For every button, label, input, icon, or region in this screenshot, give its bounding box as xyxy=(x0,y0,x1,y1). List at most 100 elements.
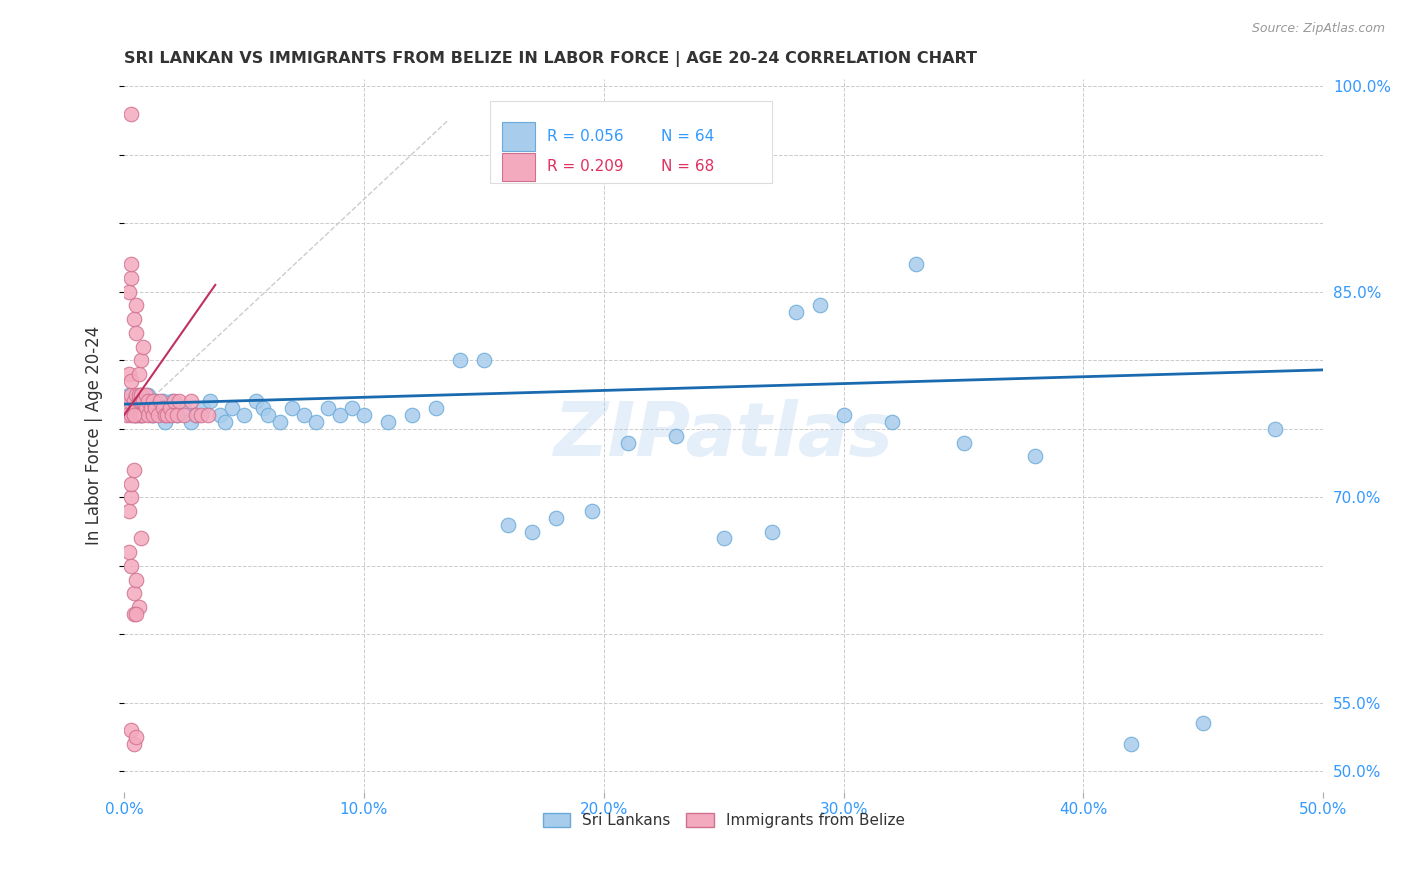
Point xyxy=(159,401,181,416)
Point xyxy=(160,394,183,409)
Point xyxy=(214,415,236,429)
Point xyxy=(120,476,142,491)
Point xyxy=(139,408,162,422)
Point xyxy=(125,408,148,422)
Point xyxy=(152,394,174,409)
Point xyxy=(139,401,162,416)
Point xyxy=(281,401,304,416)
Point xyxy=(135,401,157,416)
Point xyxy=(122,394,145,409)
Point xyxy=(449,353,471,368)
Point xyxy=(129,408,152,422)
Point xyxy=(122,312,145,326)
Point xyxy=(128,367,150,381)
Point xyxy=(120,491,142,505)
Point xyxy=(120,558,142,573)
Point xyxy=(118,545,141,559)
Point xyxy=(163,394,186,409)
Point xyxy=(377,415,399,429)
Point xyxy=(135,401,157,416)
Text: N = 68: N = 68 xyxy=(661,160,714,175)
Text: SRI LANKAN VS IMMIGRANTS FROM BELIZE IN LABOR FORCE | AGE 20-24 CORRELATION CHAR: SRI LANKAN VS IMMIGRANTS FROM BELIZE IN … xyxy=(124,51,977,67)
Point xyxy=(146,401,169,416)
Point xyxy=(166,408,188,422)
Point xyxy=(128,394,150,409)
Point xyxy=(118,387,141,401)
Point xyxy=(128,394,150,409)
Point xyxy=(120,374,142,388)
Point xyxy=(197,408,219,422)
Point xyxy=(132,394,155,409)
Point xyxy=(496,517,519,532)
Point xyxy=(129,394,152,409)
Point xyxy=(880,415,903,429)
Point xyxy=(120,394,142,409)
FancyBboxPatch shape xyxy=(502,153,536,181)
Point xyxy=(115,408,138,422)
Point xyxy=(129,408,152,422)
Point xyxy=(808,298,831,312)
Point xyxy=(832,408,855,422)
Point xyxy=(180,415,202,429)
Point xyxy=(125,401,148,416)
Y-axis label: In Labor Force | Age 20-24: In Labor Force | Age 20-24 xyxy=(86,326,103,545)
Point xyxy=(616,435,638,450)
Point xyxy=(122,607,145,621)
Point xyxy=(125,730,148,744)
Point xyxy=(425,401,447,416)
Point xyxy=(305,415,328,429)
Point xyxy=(245,394,267,409)
Point xyxy=(129,353,152,368)
Point xyxy=(136,408,159,422)
Point xyxy=(136,387,159,401)
Point xyxy=(520,524,543,539)
Point xyxy=(269,415,291,429)
Legend: Sri Lankans, Immigrants from Belize: Sri Lankans, Immigrants from Belize xyxy=(537,806,911,834)
Point xyxy=(125,387,148,401)
Point xyxy=(184,408,207,422)
Point xyxy=(120,408,142,422)
Point xyxy=(132,340,155,354)
Point xyxy=(173,401,195,416)
Point xyxy=(665,428,688,442)
Point xyxy=(143,401,166,416)
Point xyxy=(120,387,142,401)
Point xyxy=(125,326,148,340)
Point xyxy=(128,599,150,614)
Point xyxy=(118,367,141,381)
Point xyxy=(125,607,148,621)
Point xyxy=(153,408,176,422)
Point xyxy=(544,511,567,525)
Point xyxy=(316,401,339,416)
Point xyxy=(149,394,172,409)
Point xyxy=(257,408,280,422)
Point xyxy=(180,394,202,409)
Point xyxy=(122,586,145,600)
Point xyxy=(1121,737,1143,751)
Point xyxy=(252,401,274,416)
Text: Source: ZipAtlas.com: Source: ZipAtlas.com xyxy=(1251,22,1385,36)
Point xyxy=(472,353,495,368)
Point xyxy=(136,394,159,409)
Point xyxy=(120,271,142,285)
Point xyxy=(221,401,243,416)
Point xyxy=(184,408,207,422)
Point xyxy=(122,401,145,416)
Point xyxy=(761,524,783,539)
Point xyxy=(904,257,927,271)
Point xyxy=(581,504,603,518)
Point xyxy=(125,408,148,422)
Point xyxy=(122,408,145,422)
Point xyxy=(152,401,174,416)
Point xyxy=(173,408,195,422)
Point xyxy=(125,573,148,587)
Point xyxy=(129,387,152,401)
Point xyxy=(129,532,152,546)
Point xyxy=(135,387,157,401)
Point xyxy=(785,305,807,319)
FancyBboxPatch shape xyxy=(502,122,536,151)
Point xyxy=(120,106,142,120)
Point xyxy=(132,394,155,409)
Point xyxy=(122,737,145,751)
Point xyxy=(132,408,155,422)
